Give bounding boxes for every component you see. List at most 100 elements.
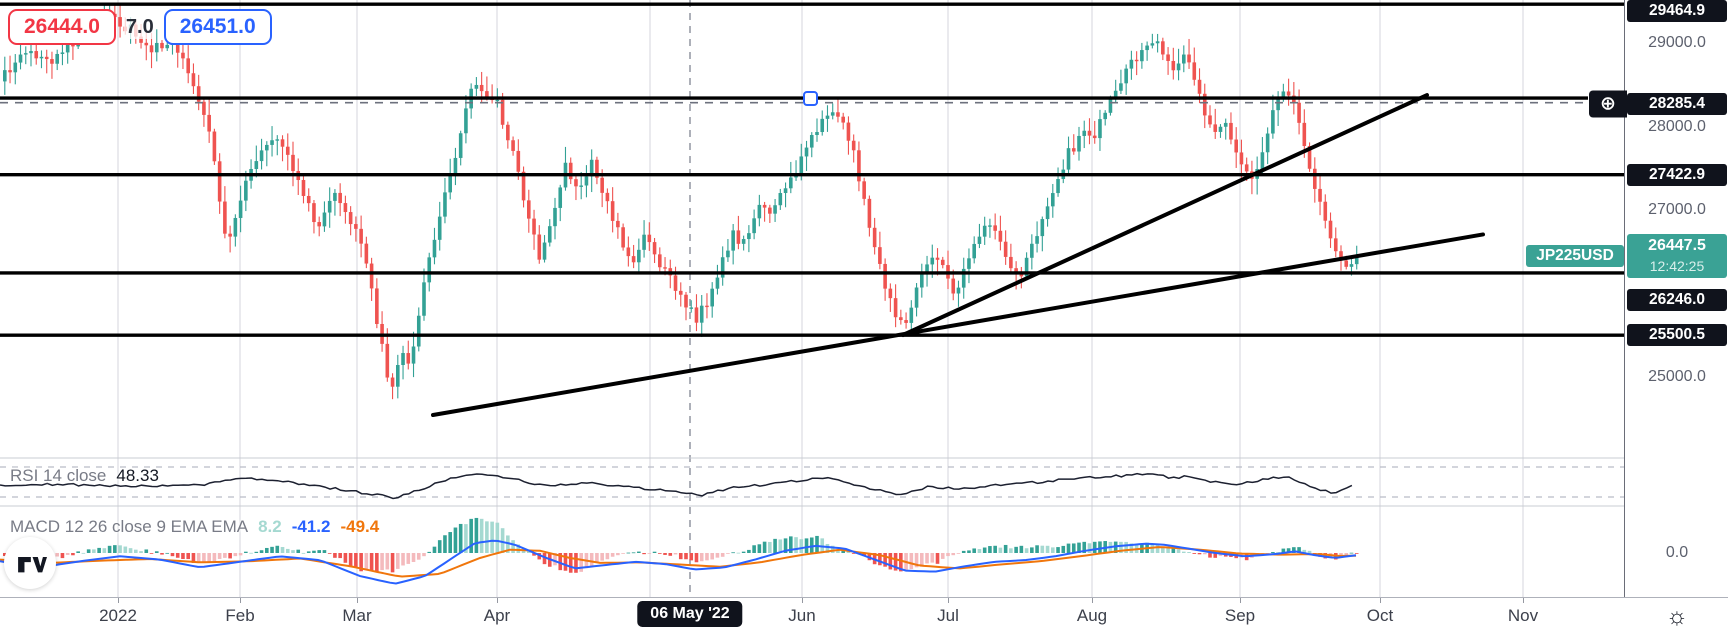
macd-hist-bar xyxy=(658,553,662,554)
macd-main-line xyxy=(0,539,1357,585)
macd-hist-bar xyxy=(364,553,369,570)
macd-hist-bar xyxy=(1071,543,1076,553)
macd-hist-bar xyxy=(1176,549,1181,553)
candle-body xyxy=(1176,63,1181,71)
candle-body xyxy=(899,317,903,321)
candle-body xyxy=(448,173,452,193)
candle-body xyxy=(521,171,526,201)
trendline[interactable] xyxy=(431,232,1485,417)
macd-hist-bar xyxy=(217,553,222,559)
macd-hist-bar xyxy=(589,553,594,567)
macd-hist-bar xyxy=(369,553,374,571)
price-tick-label: 27000.0 xyxy=(1648,201,1706,218)
macd-line-value: -41.2 xyxy=(291,517,331,536)
macd-hist-bar xyxy=(925,553,929,564)
macd-hist-bar xyxy=(1035,545,1039,553)
price-tick-label: 29000.0 xyxy=(1648,34,1706,51)
macd-hist-bar xyxy=(448,532,452,553)
price-axis[interactable]: 29000.0 28000.0 27000.0 25000.0 0.0 29464.9 28… xyxy=(1589,0,1728,597)
macd-hist-bar xyxy=(160,553,164,555)
macd-hist-value: 8.2 xyxy=(258,517,282,536)
macd-hist-bar xyxy=(244,551,248,553)
candle-body xyxy=(427,257,432,283)
candle-body xyxy=(34,51,39,59)
candle-body xyxy=(1166,54,1170,61)
macd-label[interactable]: MACD 12 26 close 9 EMA EMA xyxy=(10,517,249,536)
macd-hist-bar xyxy=(699,553,704,562)
drawing-anchor-handle[interactable] xyxy=(803,90,818,106)
candle-body xyxy=(1140,50,1144,62)
candle-body xyxy=(1197,79,1202,94)
candle-body xyxy=(254,161,259,169)
macd-hist-bar xyxy=(301,552,306,554)
rsi-legend[interactable]: RSI 14 close 48.33 xyxy=(10,466,159,486)
macd-hist-bar xyxy=(935,553,940,564)
macd-hist-bar xyxy=(825,543,830,553)
candle-body xyxy=(1187,54,1191,63)
macd-hist-bar xyxy=(720,553,725,557)
candle-body xyxy=(547,226,552,243)
candle-body xyxy=(432,239,437,258)
tradingview-logo-glyph xyxy=(18,557,47,573)
macd-hist-bar xyxy=(458,523,463,553)
symbol-label-badge: JP225USD xyxy=(1526,245,1624,267)
macd-hist-bar xyxy=(1009,548,1013,553)
macd-hist-bar xyxy=(81,552,86,554)
macd-hist-bar xyxy=(422,553,426,557)
candle-body xyxy=(23,53,28,55)
candle-body xyxy=(616,220,620,228)
time-axis[interactable]: 2022 Feb Mar Apr Jun Jul Aug Sep Oct Nov 06 May '2… xyxy=(0,597,1728,638)
candle-body xyxy=(259,150,264,162)
candle-body xyxy=(1339,251,1343,261)
rsi-label[interactable]: RSI 14 close xyxy=(10,466,107,485)
macd-hist-bar xyxy=(92,549,96,553)
macd-hist-bar xyxy=(914,553,919,568)
candle-body xyxy=(1150,43,1155,46)
candle-body xyxy=(930,257,935,265)
macd-hist-bar xyxy=(238,553,243,556)
macd-hist-bar xyxy=(1061,545,1066,553)
macd-hist-bar xyxy=(998,547,1003,553)
trendline[interactable] xyxy=(901,93,1429,337)
candle-body xyxy=(1030,243,1034,258)
candle-body xyxy=(1276,97,1280,111)
macd-hist-bar xyxy=(196,553,201,563)
candle-body xyxy=(1019,274,1024,277)
candle-body xyxy=(993,225,997,231)
candle-body xyxy=(348,212,353,225)
macd-hist-bar xyxy=(233,553,238,557)
tradingview-logo[interactable] xyxy=(4,537,56,589)
macd-hist-bar xyxy=(375,553,379,573)
candle-body xyxy=(18,54,23,63)
macd-hist-bar xyxy=(1045,545,1050,553)
candle-body xyxy=(1344,260,1349,267)
candle-body xyxy=(1129,59,1134,69)
macd-hist-bar xyxy=(191,553,196,564)
macd-legend[interactable]: MACD 12 26 close 9 EMA EMA 8.2 -41.2 -49.4 xyxy=(10,517,379,537)
bid-badge[interactable]: 26444.0 xyxy=(8,9,116,45)
macd-hist-bar xyxy=(1040,545,1045,553)
quote-badges: 26444.0 7.0 26451.0 xyxy=(8,9,272,45)
candle-body xyxy=(1024,257,1029,277)
add-alert-plus-icon[interactable]: ⊕ xyxy=(1589,90,1627,118)
rsi-line xyxy=(0,472,1353,500)
macd-hist-bar xyxy=(479,518,484,553)
macd-hist-bar xyxy=(689,553,694,561)
candle-body xyxy=(878,247,882,264)
ask-badge[interactable]: 26451.0 xyxy=(163,9,272,45)
candle-body xyxy=(1234,139,1238,153)
candle-body xyxy=(867,198,872,228)
macd-hist-bar xyxy=(663,553,667,555)
candle-body xyxy=(804,147,809,157)
macd-hist-bar xyxy=(249,552,253,554)
time-tick xyxy=(1380,598,1381,603)
candle-body xyxy=(154,42,159,53)
candle-body xyxy=(1229,122,1233,140)
candle-body xyxy=(789,177,793,189)
settings-gear-icon[interactable]: ☼ xyxy=(1666,603,1688,630)
macd-hist-bar xyxy=(705,553,709,561)
macd-hist-bar xyxy=(427,551,432,553)
macd-hist-bar xyxy=(768,541,772,553)
macd-hist-bar xyxy=(568,553,573,573)
